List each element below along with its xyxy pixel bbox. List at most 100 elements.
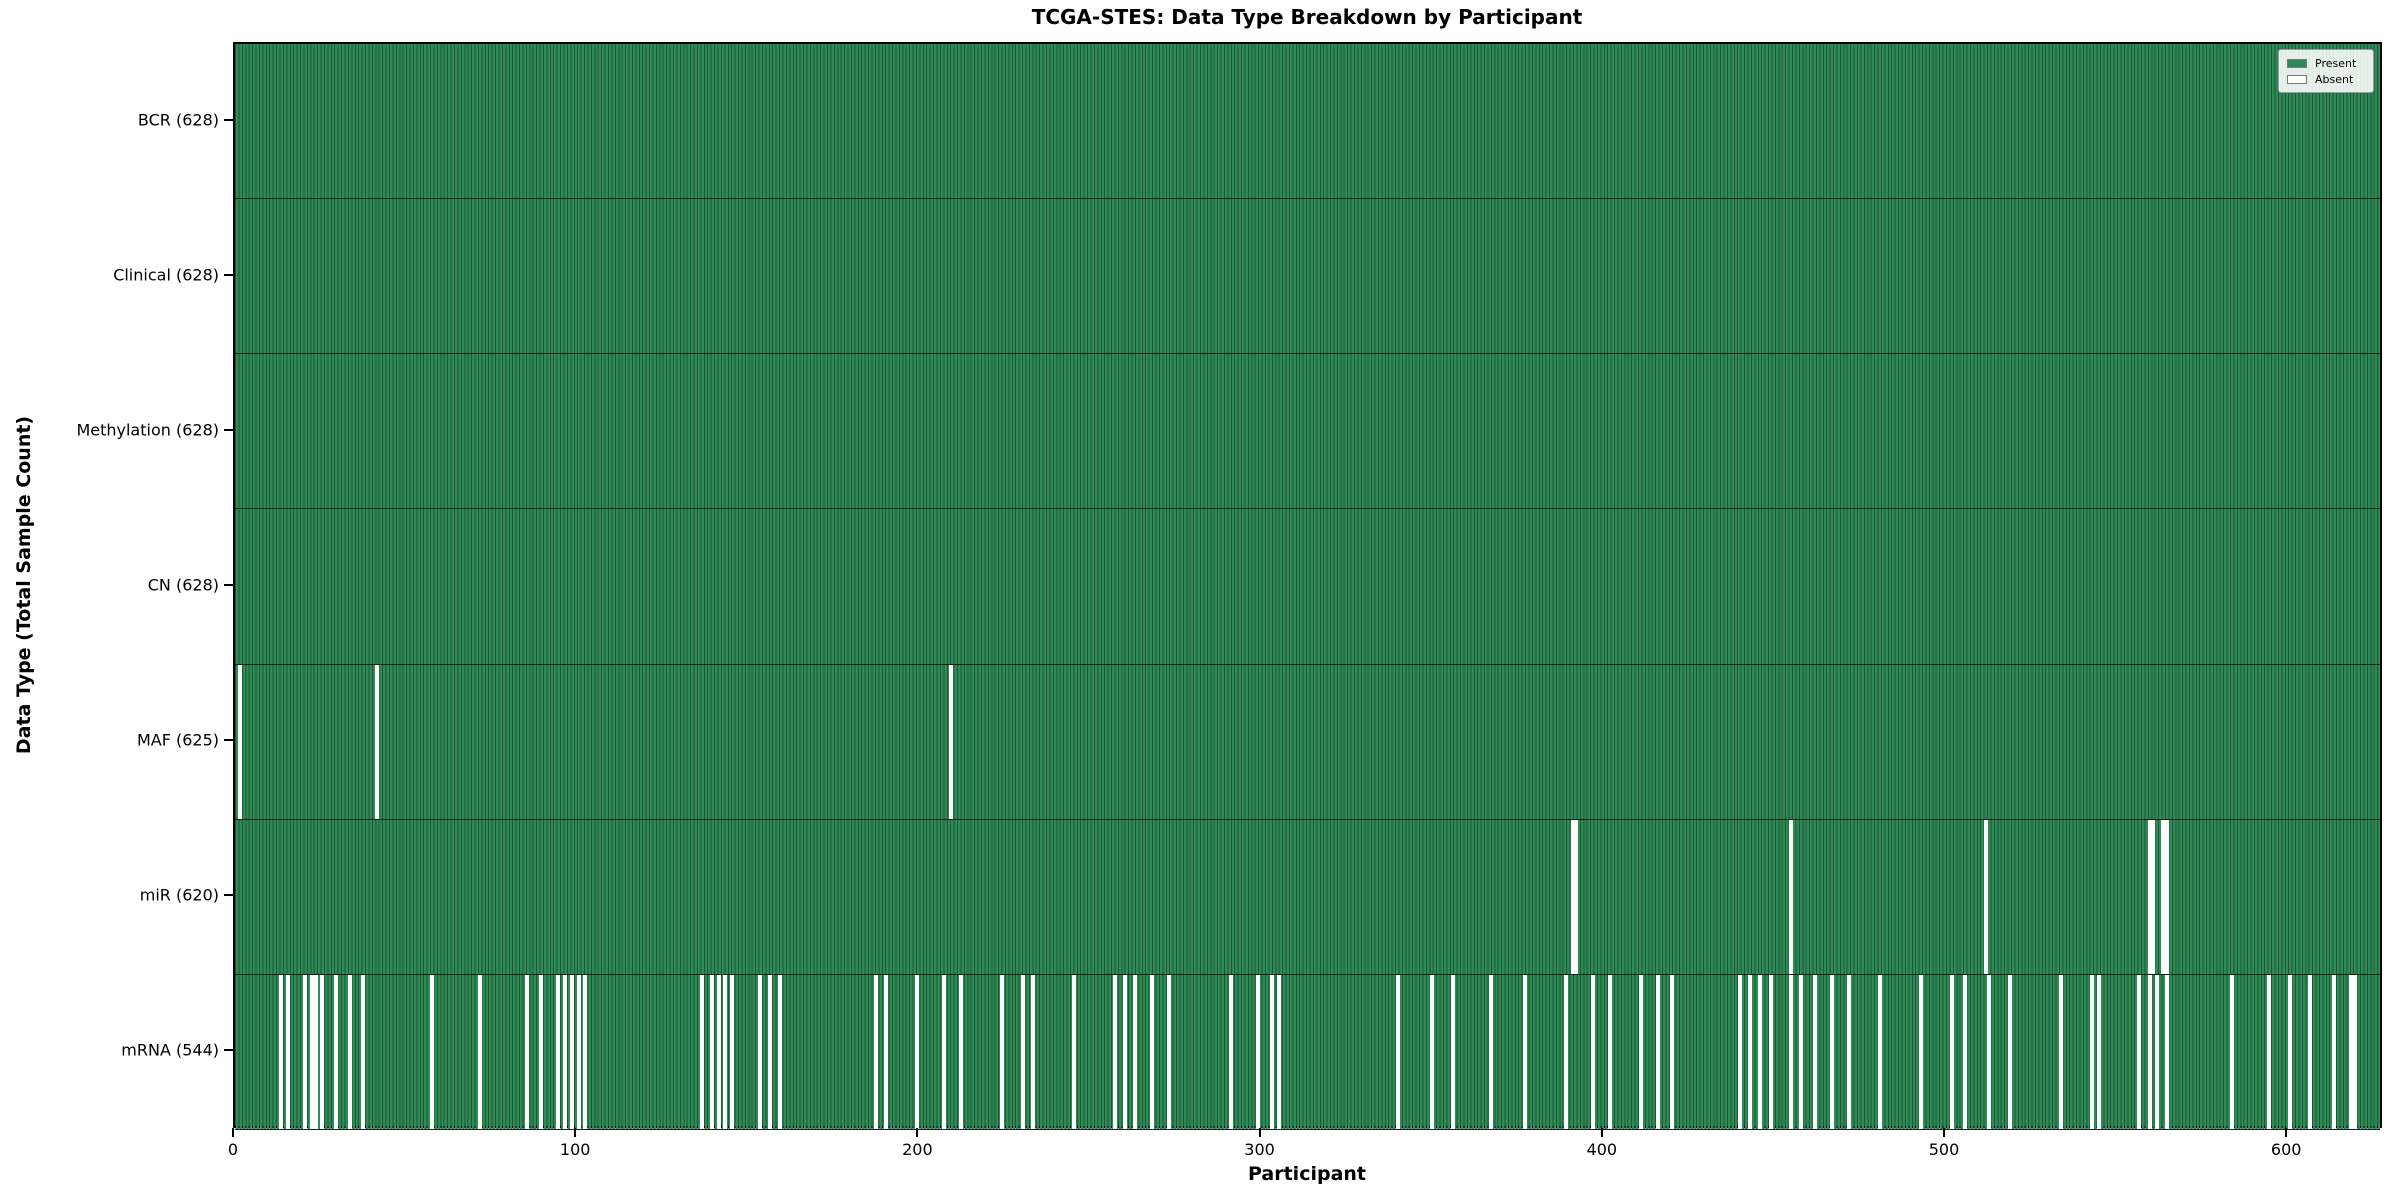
x-tick-mark — [1600, 1128, 1603, 1137]
absent-mark-mrna — [1167, 974, 1172, 1129]
absent-mark-mrna — [1608, 974, 1613, 1129]
absent-mark-mrna — [1133, 974, 1138, 1129]
y-tick-label-methylation: Methylation (628) — [76, 420, 219, 440]
y-axis-label: Data Type (Total Sample Count) — [13, 415, 35, 755]
y-tick-mark — [224, 584, 233, 586]
x-tick-label-500: 500 — [1928, 1140, 1960, 1159]
absent-mark-mrna — [361, 974, 366, 1129]
absent-mark-mrna — [2332, 974, 2337, 1129]
x-tick-label-0: 0 — [227, 1140, 239, 1159]
absent-mark-mrna — [1830, 974, 1835, 1129]
y-tick-label-mir: miR (620) — [139, 885, 219, 905]
absent-mark-mrna — [1963, 974, 1968, 1129]
data-row-clinical — [235, 199, 2380, 355]
y-tick-label-cn: CN (628) — [147, 575, 219, 595]
absent-mark-mrna — [1430, 974, 1435, 1129]
data-row-maf — [235, 664, 2380, 820]
data-row-cn — [235, 509, 2380, 665]
legend: Present Absent — [2278, 49, 2374, 93]
absent-mark-mir — [2161, 819, 2166, 974]
absent-mark-mir — [1789, 819, 1794, 974]
absent-mark-mir — [1573, 819, 1578, 974]
x-tick-label-100: 100 — [559, 1140, 591, 1159]
legend-entry-present: Present — [2287, 55, 2365, 71]
absent-mark-mrna — [313, 974, 318, 1129]
data-row-methylation — [235, 354, 2380, 510]
absent-mark-mrna — [2229, 974, 2234, 1129]
x-tick-mark — [2285, 1128, 2288, 1137]
absent-mark-mrna — [1655, 974, 1660, 1129]
absent-mark-mrna — [942, 974, 947, 1129]
absent-mark-mrna — [2352, 974, 2357, 1129]
absent-mark-mrna — [1847, 974, 1852, 1129]
absent-mark-mrna — [1269, 974, 1274, 1129]
absent-mark-mrna — [1590, 974, 1595, 1129]
chart-title: TCGA-STES: Data Type Breakdown by Partic… — [1031, 5, 1583, 29]
absent-mark-mir — [2164, 819, 2169, 974]
absent-mark-mrna — [279, 974, 284, 1129]
absent-mark-mrna — [959, 974, 964, 1129]
y-tick-label-bcr: BCR (628) — [137, 110, 219, 130]
absent-mark-mrna — [709, 974, 714, 1129]
data-row-bcr — [235, 44, 2380, 200]
x-tick-mark — [574, 1128, 577, 1137]
absent-mark-mrna — [477, 974, 482, 1129]
absent-mark-mrna — [556, 974, 561, 1129]
legend-entry-absent: Absent — [2287, 71, 2365, 87]
legend-absent-label: Absent — [2315, 72, 2354, 86]
absent-mark-mrna — [2137, 974, 2142, 1129]
absent-swatch — [2287, 74, 2307, 84]
y-tick-label-clinical: Clinical (628) — [113, 265, 219, 285]
absent-mark-mrna — [730, 974, 735, 1129]
y-tick-label-mrna: mRNA (544) — [121, 1040, 219, 1060]
data-row-mrna — [235, 974, 2380, 1130]
absent-mark-mrna — [2089, 974, 2094, 1129]
absent-mark-mrna — [914, 974, 919, 1129]
absent-mark-mrna — [1768, 974, 1773, 1129]
absent-mark-maf — [375, 664, 380, 819]
absent-mark-mrna — [767, 974, 772, 1129]
absent-mark-mrna — [1522, 974, 1527, 1129]
absent-mark-mrna — [538, 974, 543, 1129]
absent-mark-mrna — [347, 974, 352, 1129]
absent-mark-maf — [948, 664, 953, 819]
absent-mark-mrna — [1638, 974, 1643, 1129]
absent-mark-mrna — [723, 974, 728, 1129]
absent-mark-mrna — [1799, 974, 1804, 1129]
absent-mark-mrna — [2154, 974, 2159, 1129]
absent-mark-mrna — [1737, 974, 1742, 1129]
absent-mark-mrna — [286, 974, 291, 1129]
absent-mark-mrna — [757, 974, 762, 1129]
absent-mark-mrna — [1071, 974, 1076, 1129]
absent-mark-mrna — [2349, 974, 2354, 1129]
absent-mark-mrna — [1949, 974, 1954, 1129]
absent-mark-mir — [1570, 819, 1575, 974]
absent-mark-mrna — [1256, 974, 1261, 1129]
absent-mark-mrna — [525, 974, 530, 1129]
y-tick-mark — [224, 118, 233, 121]
absent-mark-mrna — [873, 974, 878, 1129]
absent-mark-mrna — [569, 974, 574, 1129]
present-swatch — [2287, 58, 2307, 68]
y-tick-mark — [224, 1049, 233, 1052]
plot-area: Present Absent — [233, 42, 2382, 1130]
absent-mark-mrna — [1123, 974, 1128, 1129]
absent-mark-mrna — [1112, 974, 1117, 1129]
absent-mark-mrna — [2287, 974, 2292, 1129]
absent-mark-mrna — [1276, 974, 1281, 1129]
absent-mark-mrna — [1150, 974, 1155, 1129]
absent-mark-mrna — [1813, 974, 1817, 1129]
absent-mark-mrna — [1030, 974, 1035, 1129]
absent-mark-mrna — [576, 974, 581, 1129]
y-tick-mark — [224, 739, 233, 742]
y-tick-mark — [224, 428, 233, 431]
absent-mark-mrna — [334, 974, 339, 1129]
absent-mark-mrna — [716, 974, 721, 1129]
legend-present-label: Present — [2315, 56, 2357, 70]
y-tick-mark — [224, 894, 233, 897]
absent-mark-mrna — [1987, 974, 1992, 1129]
absent-mark-mrna — [320, 974, 325, 1129]
absent-mark-mrna — [1877, 974, 1882, 1129]
x-tick-label-300: 300 — [1244, 1140, 1275, 1159]
